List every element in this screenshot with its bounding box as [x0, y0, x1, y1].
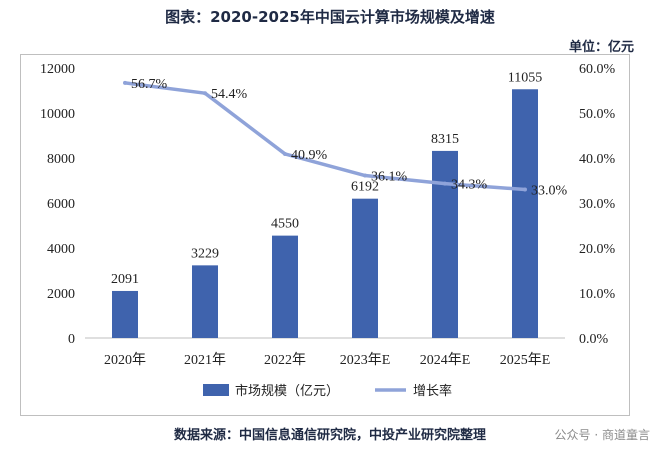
- growth-point: [283, 151, 287, 156]
- legend-bar-label: 市场规模（亿元）: [235, 383, 339, 399]
- bar: [192, 265, 218, 338]
- axes: 0 2000 4000 6000 8000 10000 12000 0.0% 10.0% 20.0…: [40, 62, 616, 368]
- unit-label: 单位：亿元: [568, 40, 634, 55]
- y-right-tick-label: 30.0%: [579, 197, 616, 212]
- growth-line-path: [124, 81, 526, 192]
- y-left-tick-label: 2000: [47, 287, 75, 302]
- growth-value-label: 40.9%: [291, 148, 328, 163]
- x-tick-label: 2022年: [264, 352, 306, 368]
- bar: [272, 235, 298, 338]
- source-note: 数据来源：中国信息通信研究院，中投产业研究院整理: [173, 428, 486, 443]
- growth-value-label: 36.1%: [371, 170, 408, 185]
- bar-value-label: 6192: [351, 180, 379, 195]
- growth-point: [363, 173, 367, 178]
- bar-value-label: 2091: [111, 272, 139, 287]
- chart-title: 图表：2020-2025年中国云计算市场规模及增速: [165, 8, 495, 26]
- growth-line: [123, 80, 527, 192]
- y-left-tick-label: 12000: [40, 62, 75, 77]
- bar-value-label: 11055: [508, 70, 542, 85]
- legend: 市场规模（亿元） 增长率: [203, 383, 452, 399]
- y-right-tick-label: 60.0%: [579, 62, 616, 77]
- x-tick-label: 2023年E: [340, 352, 391, 368]
- watermark-text: 公众号 · 商道童言: [554, 428, 650, 442]
- y-left-tick-label: 10000: [40, 107, 75, 122]
- y-right-tick-label: 50.0%: [579, 107, 616, 122]
- bar-value-label: 8315: [431, 132, 459, 147]
- y-right-tick-label: 10.0%: [579, 287, 616, 302]
- growth-value-label: 56.7%: [131, 77, 168, 92]
- y-right-tick-label: 40.0%: [579, 152, 616, 167]
- y-left-tick-label: 4000: [47, 242, 75, 257]
- chart-panel: [20, 54, 630, 416]
- x-tick-label: 2021年: [184, 352, 226, 368]
- x-tick-label: 2024年E: [420, 352, 471, 368]
- bar: [352, 198, 378, 338]
- growth-value-label: 54.4%: [211, 87, 248, 102]
- growth-point: [523, 187, 527, 192]
- growth-value-label: 34.3%: [451, 178, 488, 193]
- y-left-tick-label: 8000: [47, 152, 75, 167]
- growth-point: [203, 91, 207, 96]
- y-left-tick-label: 0: [68, 332, 75, 347]
- growth-value-label: 33.0%: [531, 184, 568, 199]
- bar: [512, 89, 538, 338]
- bar: [112, 290, 138, 338]
- growth-point: [123, 80, 127, 85]
- legend-bar-swatch: [203, 384, 229, 396]
- growth-point: [443, 181, 447, 186]
- x-tick-label: 2020年: [104, 352, 146, 368]
- x-tick-label: 2025年E: [500, 352, 551, 368]
- data-labels: 2091 3229 4550 6192 8315 11055 56.7% 54.4% 40.9%…: [111, 70, 568, 287]
- bar-value-label: 3229: [191, 246, 219, 261]
- y-right-tick-label: 20.0%: [579, 242, 616, 257]
- y-left-tick-label: 6000: [47, 197, 75, 212]
- bar-value-label: 4550: [271, 217, 299, 232]
- legend-line-label: 增长率: [413, 383, 452, 399]
- y-right-tick-label: 0.0%: [579, 332, 609, 347]
- bars: [112, 89, 538, 338]
